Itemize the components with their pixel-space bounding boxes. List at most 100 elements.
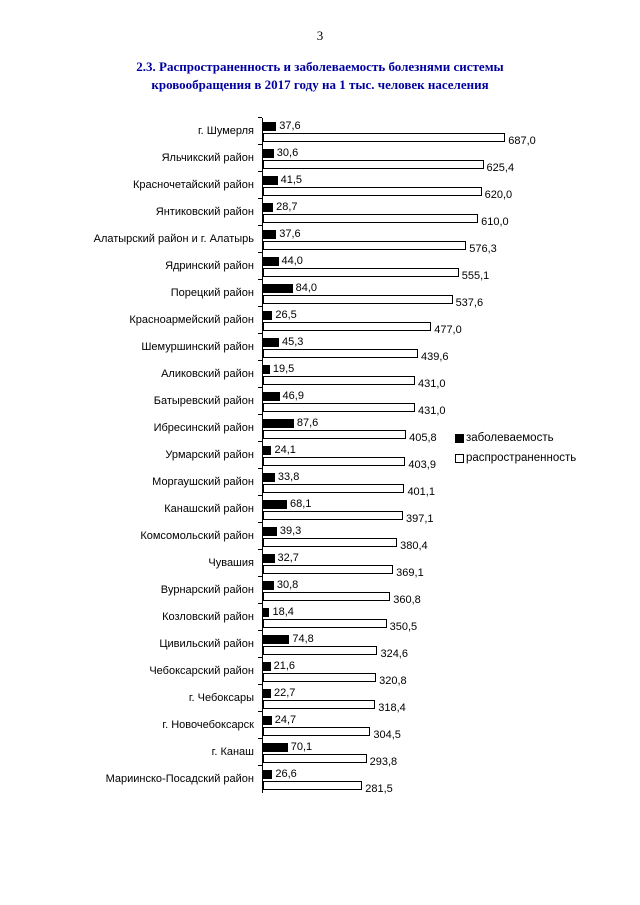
category-label: Козловский район xyxy=(162,611,254,624)
prevalence-value-label: 431,0 xyxy=(417,405,446,417)
category-label: Мариинско-Посадский район xyxy=(105,773,254,786)
prevalence-value-label: 439,6 xyxy=(421,351,449,363)
incidence-bar xyxy=(263,256,279,266)
prevalence-value-label: 281,5 xyxy=(365,783,393,795)
bar-line: 405,8 xyxy=(263,429,531,444)
chart-row: Вурнарский район 30,8 360,8 xyxy=(72,576,602,606)
bar-line: 26,6 xyxy=(263,768,531,780)
category-plot: 68,1 397,1 xyxy=(258,495,531,525)
prevalence-bar xyxy=(263,780,363,790)
category-plot: 26,6 281,5 xyxy=(258,765,531,795)
chart-row: г. Канаш 70,1 293,8 xyxy=(72,738,602,768)
incidence-bar xyxy=(263,715,272,725)
bar-line: 21,6 xyxy=(263,660,531,672)
incidence-bar xyxy=(263,634,290,644)
bar-line: 439,6 xyxy=(263,348,531,363)
bar-line: 87,6 xyxy=(263,417,531,429)
category-plot: 28,7 610,0 xyxy=(258,198,531,228)
bar-line: 18,4 xyxy=(263,606,531,618)
bar-line: 620,0 xyxy=(263,186,531,201)
category-plot: 74,8 324,6 xyxy=(258,630,531,660)
prevalence-bar xyxy=(263,564,394,574)
incidence-bar xyxy=(263,391,280,401)
chart-legend: заболеваемость распространенность xyxy=(455,428,576,468)
prevalence-bar xyxy=(263,132,506,142)
category-plot: 39,3 380,4 xyxy=(258,522,531,552)
legend-swatch-prevalence xyxy=(455,453,464,463)
category-plot: 37,6 576,3 xyxy=(258,225,531,255)
category-plot: 24,1 403,9 xyxy=(258,441,531,471)
incidence-bar xyxy=(263,607,270,617)
category-label: Вурнарский район xyxy=(160,584,254,597)
category-label: г. Чебоксары xyxy=(188,692,254,705)
prevalence-value-label: 369,1 xyxy=(396,567,424,579)
incidence-bar xyxy=(263,472,275,482)
prevalence-value-label: 405,8 xyxy=(409,432,437,444)
prevalence-value-label: 576,3 xyxy=(469,243,497,255)
category-plot: 37,6 687,0 xyxy=(258,117,536,147)
chart-row: Козловский район 18,4 350,5 xyxy=(72,603,602,633)
prevalence-bar xyxy=(263,348,419,358)
prevalence-value-label: 324,6 xyxy=(380,648,408,660)
bar-chart: г. Шумерля 37,6 687,0 Яльчикский район 30,6 6… xyxy=(72,117,602,795)
prevalence-value-label: 401,1 xyxy=(407,486,435,498)
chart-row: Яльчикский район 30,6 625,4 xyxy=(72,144,602,174)
prevalence-bar xyxy=(263,186,482,196)
bar-line: 293,8 xyxy=(263,753,531,768)
incidence-bar xyxy=(263,580,274,590)
category-label: Ибресинский район xyxy=(153,422,254,435)
bar-line: 84,0 xyxy=(263,282,531,294)
incidence-bar xyxy=(263,202,274,212)
bar-line: 30,8 xyxy=(263,579,531,591)
category-plot: 18,4 350,5 xyxy=(258,603,531,633)
prevalence-bar xyxy=(263,645,378,655)
chart-row: Красноармейский район 26,5 477,0 xyxy=(72,306,602,336)
prevalence-value-label: 318,4 xyxy=(378,702,406,714)
incidence-value-label: 39,3 xyxy=(279,525,302,537)
incidence-bar xyxy=(263,688,271,698)
incidence-bar xyxy=(263,310,273,320)
category-plot: 32,7 369,1 xyxy=(258,549,531,579)
bar-line: 687,0 xyxy=(263,132,536,147)
bar-line: 431,0 xyxy=(263,375,531,390)
incidence-value-label: 37,6 xyxy=(279,120,301,132)
prevalence-bar xyxy=(263,537,398,547)
prevalence-value-label: 620,0 xyxy=(484,189,513,201)
legend-item-prevalence: распространенность xyxy=(455,448,576,468)
prevalence-bar xyxy=(263,429,407,439)
chart-row: Урмарский район 24,1 403,9 xyxy=(72,441,602,471)
prevalence-bar xyxy=(263,753,367,763)
category-plot: 44,0 555,1 xyxy=(258,252,531,282)
prevalence-bar xyxy=(263,483,405,493)
category-plot: 46,9 431,0 xyxy=(258,387,531,417)
category-plot: 21,6 320,8 xyxy=(258,657,531,687)
incidence-bar xyxy=(263,175,278,185)
category-plot: 30,6 625,4 xyxy=(258,144,531,174)
incidence-value-label: 24,1 xyxy=(274,444,296,456)
chart-row: Чувашия 32,7 369,1 xyxy=(72,549,602,579)
legend-label-incidence: заболеваемость xyxy=(466,432,554,444)
incidence-bar xyxy=(263,121,277,131)
prevalence-value-label: 397,1 xyxy=(406,513,434,525)
chart-title-line2: кровообращения в 2017 году на 1 тыс. чел… xyxy=(151,77,489,93)
category-label: Аликовский район xyxy=(161,368,254,381)
chart-row: г. Чебоксары 22,7 318,4 xyxy=(72,684,602,714)
bar-line: 281,5 xyxy=(263,780,531,795)
bar-line: 74,8 xyxy=(263,633,531,645)
category-label: Чебоксарский район xyxy=(149,665,254,678)
bar-line: 41,5 xyxy=(263,174,531,186)
incidence-value-label: 19,5 xyxy=(272,363,295,375)
category-label: Ядринский район xyxy=(165,260,254,273)
category-label: г. Новочебоксарск xyxy=(162,719,254,732)
prevalence-value-label: 360,8 xyxy=(393,594,421,606)
prevalence-bar xyxy=(263,456,406,466)
category-label: Красноармейский район xyxy=(129,314,254,327)
bar-line: 44,0 xyxy=(263,255,531,267)
category-label: Комсомольский район xyxy=(140,530,254,543)
prevalence-value-label: 555,1 xyxy=(461,270,490,282)
bar-line: 320,8 xyxy=(263,672,531,687)
chart-row: Аликовский район 19,5 431,0 xyxy=(72,360,602,390)
prevalence-bar xyxy=(263,726,371,736)
prevalence-bar xyxy=(263,240,467,250)
prevalence-value-label: 477,0 xyxy=(434,324,462,336)
